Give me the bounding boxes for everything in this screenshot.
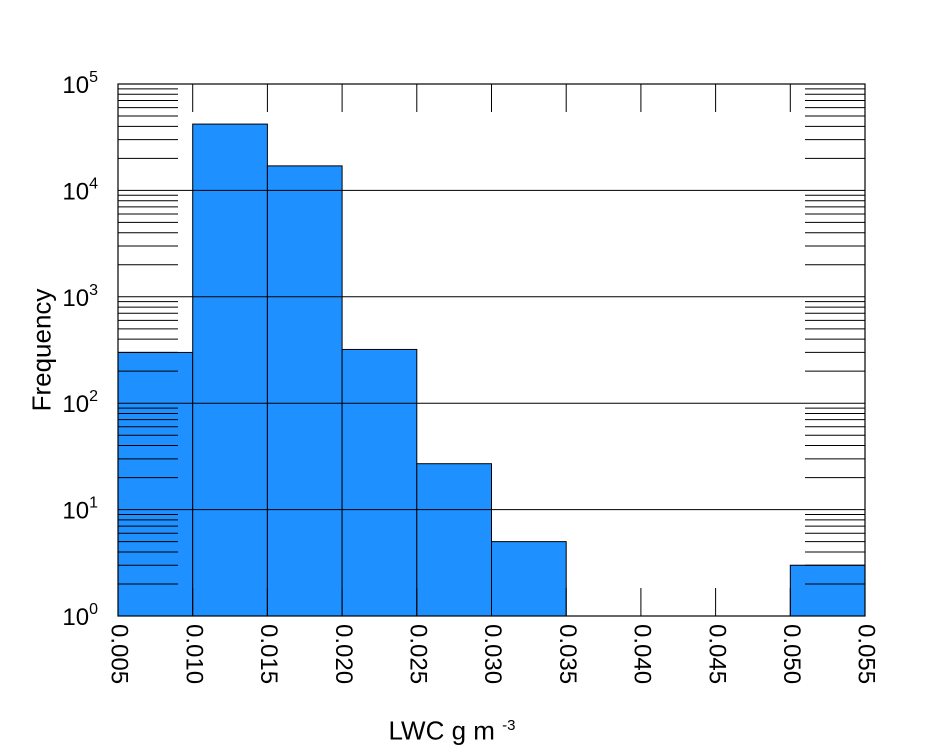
y-tick-label-exponent: 5 [89,69,98,86]
y-tick-label: 101 [62,495,98,525]
x-axis-label-superscript: -3 [502,716,516,734]
x-tick-label: 0.025 [404,624,431,684]
y-tick-label: 102 [62,388,98,418]
histogram-bar [192,123,268,617]
x-tick-label: 0.020 [330,624,357,684]
x-tick-label: 0.015 [255,624,282,684]
y-tick-label-base: 10 [62,72,89,99]
y-tick-label-base: 10 [62,391,89,418]
histogram-bar [266,165,343,617]
x-tick-label: 0.050 [778,624,805,684]
histogram-bar [789,564,866,617]
x-axis-label-text: LWC g m [388,715,495,746]
y-tick-label-exponent: 2 [89,388,98,405]
y-tick-label-base: 10 [62,285,89,312]
x-tick-label: 0.010 [180,624,207,684]
y-tick-label-exponent: 1 [89,495,98,512]
y-tick-label-base: 10 [62,498,89,525]
histogram-bar [341,348,418,617]
y-tick-label: 104 [62,175,98,205]
plot-frame [117,83,866,617]
y-tick-label-exponent: 0 [89,601,98,618]
y-tick-label-exponent: 3 [89,282,98,299]
histogram-bar [117,351,194,617]
x-tick-label: 0.035 [554,624,581,684]
histogram-bar [416,463,492,617]
x-tick-label: 0.040 [629,624,656,684]
y-tick-label-exponent: 4 [89,175,98,192]
x-tick-label: 0.045 [703,624,730,684]
y-tick-label-base: 10 [62,178,89,205]
y-axis-label: Frequency [26,288,57,412]
x-tick-label: 0.055 [853,624,880,684]
x-tick-label: 0.005 [106,624,133,684]
y-tick-label-base: 10 [62,604,89,631]
y-tick-label: 103 [62,282,98,312]
histogram-bar [491,541,567,617]
x-tick-label: 0.030 [479,624,506,684]
y-tick-label: 100 [62,601,98,631]
y-tick-label: 105 [62,69,98,99]
x-axis-label: LWC g m -3 [389,716,516,747]
